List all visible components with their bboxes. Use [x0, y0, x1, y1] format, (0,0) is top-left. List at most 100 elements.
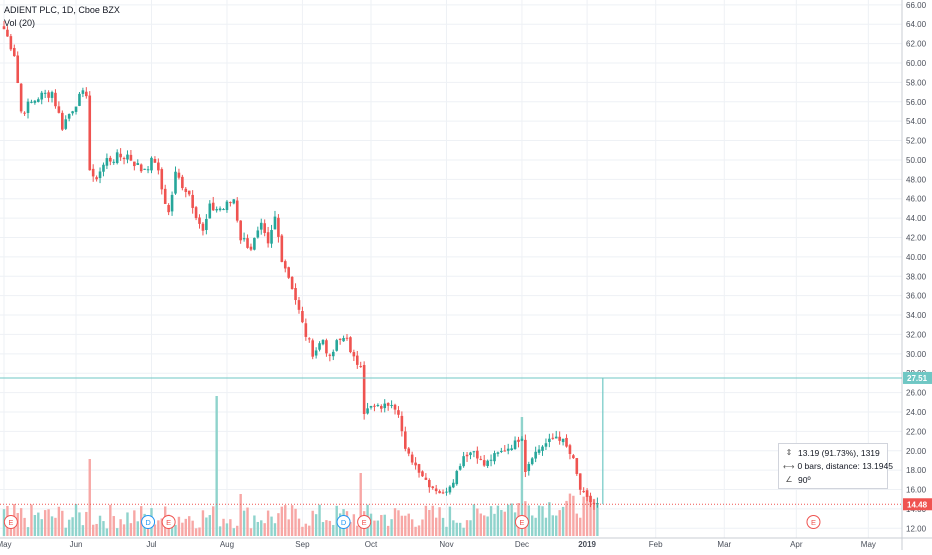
candle-body: [585, 490, 589, 497]
volume-bar: [215, 396, 218, 536]
candle-body: [270, 230, 273, 244]
candle-body: [307, 338, 311, 340]
candle-body: [335, 340, 339, 351]
candle-body: [208, 203, 212, 219]
time-tick-label: Apr: [790, 540, 803, 549]
time-tick-label: 2019: [578, 540, 596, 549]
candle-body: [452, 482, 455, 488]
price-tick-label: 60.00: [906, 59, 927, 68]
volume-indicator-label[interactable]: Vol (20): [4, 18, 36, 28]
candle-body: [26, 101, 30, 113]
time-tick-label: Jul: [146, 540, 156, 549]
volume-bar: [301, 526, 304, 536]
volume-bar: [476, 508, 479, 536]
volume-bar: [153, 524, 157, 536]
candle-body: [102, 164, 105, 172]
price-tick-label: 42.00: [906, 233, 927, 242]
candle-body: [201, 223, 205, 231]
time-tick-label: Mar: [717, 540, 731, 549]
volume-bar: [225, 523, 229, 536]
measure-angle-text: 90º: [798, 474, 811, 485]
volume-bar: [356, 525, 359, 536]
volume-bar: [67, 519, 71, 536]
candle-body: [510, 448, 513, 451]
volume-bar: [314, 514, 318, 536]
time-tick-label: Oct: [365, 540, 378, 549]
volume-bar: [582, 496, 585, 536]
candle-body: [479, 458, 483, 460]
candle-body: [98, 171, 102, 179]
candle-body: [194, 207, 198, 219]
volume-bar: [263, 523, 266, 536]
price-tick-label: 64.00: [906, 20, 927, 29]
candle-body: [105, 158, 109, 166]
volume-bar: [174, 524, 177, 536]
candle-body: [592, 502, 596, 505]
volume-bar: [74, 504, 78, 536]
candle-body: [57, 106, 61, 113]
candle-body: [393, 404, 397, 410]
candle-body: [146, 169, 150, 171]
candle-body: [482, 460, 486, 466]
volume-bar: [88, 459, 91, 536]
volume-bar: [50, 516, 54, 536]
volume-bar: [479, 513, 482, 536]
volume-bar: [297, 518, 301, 536]
candle-body: [359, 366, 363, 368]
candle-body: [43, 92, 47, 94]
volume-bar: [410, 519, 414, 536]
candle-body: [352, 352, 356, 357]
candle-body: [390, 404, 393, 406]
volume-bar: [105, 528, 109, 536]
symbol-title[interactable]: ADIENT PLC, 1D, Cboe BZX: [4, 5, 120, 15]
volume-bar: [157, 520, 160, 536]
candle-body: [321, 339, 325, 345]
candle-body: [232, 199, 236, 204]
volume-bar: [119, 519, 122, 536]
volume-bar: [596, 503, 599, 536]
volume-bar: [222, 518, 225, 536]
volume-bar: [287, 519, 290, 536]
volume-bar: [43, 510, 47, 536]
volume-bar: [496, 505, 500, 536]
volume-bar: [421, 519, 424, 536]
candle-body: [551, 437, 555, 439]
candle-body: [311, 340, 314, 357]
candle-body: [503, 450, 507, 452]
candle-body: [184, 188, 188, 192]
volume-bar: [290, 505, 294, 536]
earnings-marker: [161, 515, 176, 529]
candle-body: [122, 158, 126, 160]
time-tick-label: May: [861, 540, 876, 549]
candle-body: [157, 162, 160, 171]
candle-body: [115, 152, 119, 164]
candle-body: [16, 55, 20, 84]
candle-body: [163, 188, 167, 204]
measure-bars-text: 0 bars, distance: 13.1945: [797, 461, 893, 472]
candle-body: [589, 495, 592, 503]
volume-bar: [47, 509, 50, 536]
volume-bar: [205, 517, 208, 536]
volume-bar: [369, 513, 373, 536]
candle-body: [301, 311, 304, 323]
candle-body: [428, 479, 431, 488]
time-tick-label: Sep: [295, 540, 310, 549]
candle-body: [259, 222, 263, 230]
volume-bar: [198, 527, 201, 536]
candle-body: [181, 176, 184, 189]
price-line-badge: [903, 498, 932, 511]
price-line-label: 27.51: [907, 374, 928, 383]
candle-body: [229, 202, 232, 204]
candle-body: [211, 202, 215, 211]
volume-bar: [520, 417, 524, 536]
earnings-marker: [3, 515, 18, 529]
candle-body: [78, 93, 81, 106]
time-tick-label: Aug: [220, 540, 234, 549]
candle-body: [486, 460, 489, 467]
volume-bar: [280, 506, 284, 536]
volume-bar: [349, 522, 352, 536]
volume-bar: [455, 522, 458, 536]
candle-body: [527, 464, 531, 472]
